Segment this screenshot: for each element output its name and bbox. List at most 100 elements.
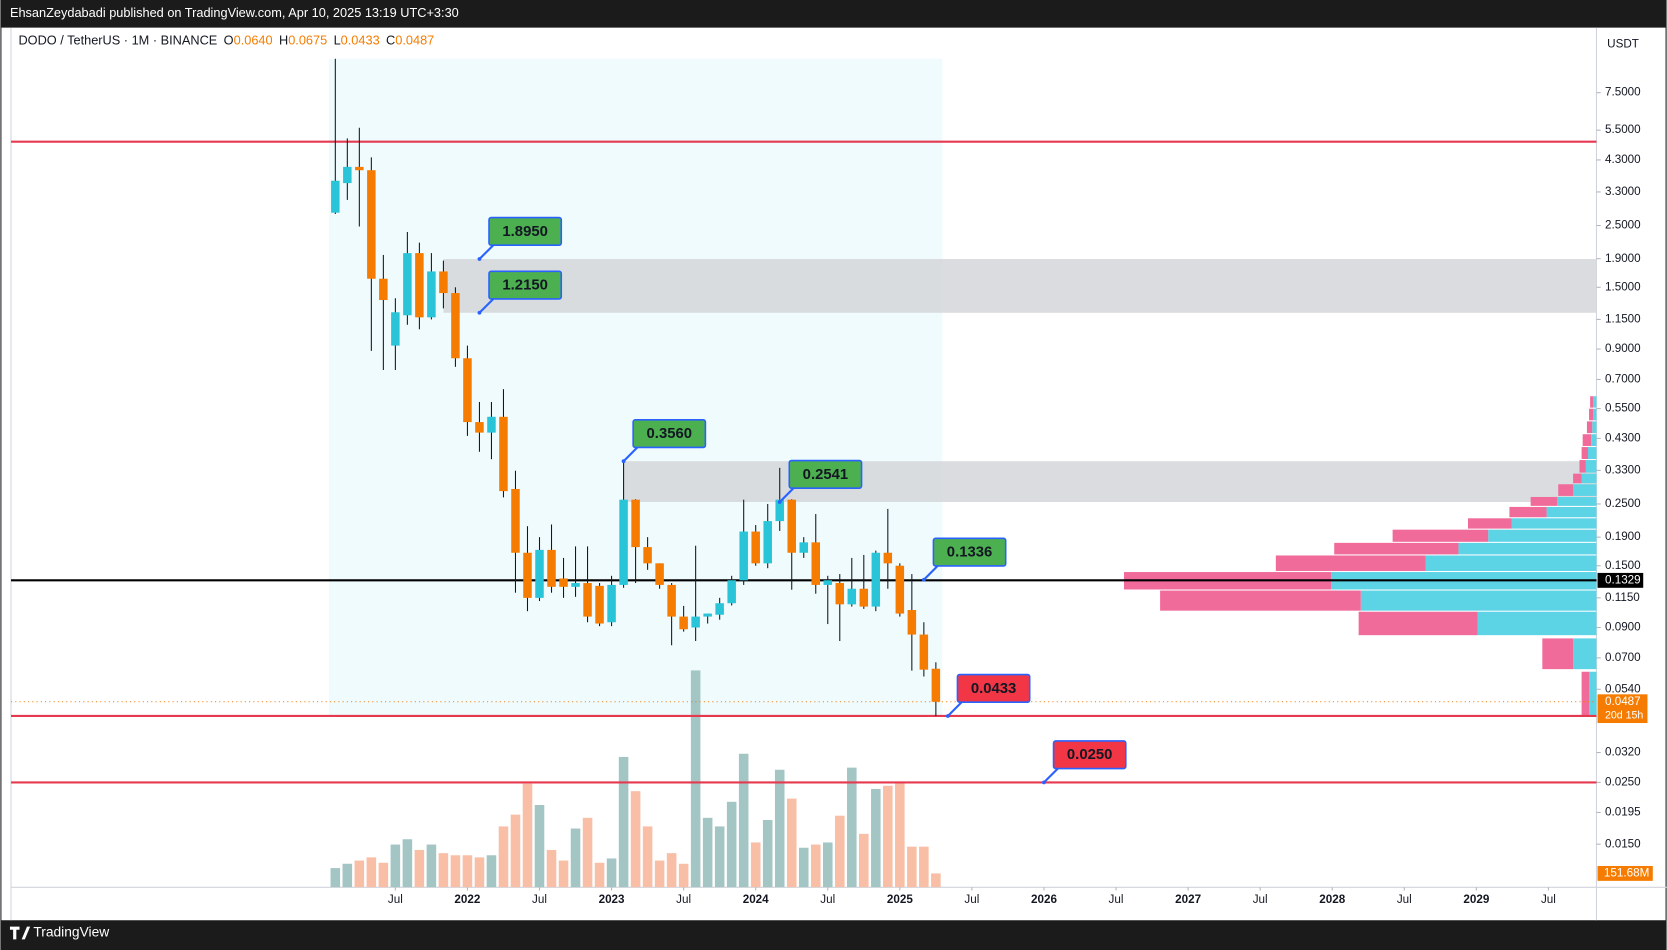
y-tick-label: 5.5000 [1605,123,1641,136]
x-tick-label: Jul [532,893,547,906]
volume-bar [847,767,857,888]
y-tick-label: 0.3300 [1605,463,1641,476]
volume-bar [402,839,413,888]
y-tick-label: 0.1150 [1605,591,1640,604]
volume-bar [678,863,689,888]
y-tick-label: 2.5000 [1605,219,1641,232]
profile-down [1589,408,1594,421]
y-tick-label: 0.9000 [1605,342,1641,355]
candle-body [751,531,760,564]
candle-body [775,499,784,522]
volume-bar [919,846,929,888]
callout-label: 0.1336 [947,545,992,561]
y-tick-label: 0.7000 [1605,373,1641,386]
callout-anchor [477,257,482,261]
y-tick-label: 1.5000 [1605,280,1641,293]
candle-body [643,547,652,564]
candle-body [427,271,436,318]
y-tick-label: 0.0150 [1605,837,1641,850]
y-tick-label: 1.9000 [1605,252,1641,265]
volume-bar [618,756,629,888]
callout-box [788,459,863,489]
candle-body [379,278,388,301]
candle-body [607,584,616,623]
volume-bar [822,842,833,888]
callout-pointer [478,244,495,260]
callout-anchor [477,310,482,315]
y-tick-label: 0.4300 [1605,431,1641,444]
volume-bar [522,783,533,888]
volume-bar [630,791,641,888]
callout-label: 1.2150 [502,278,547,294]
candle-body [715,603,724,615]
currency: USDT [1607,38,1639,51]
profile-down [1582,434,1592,446]
x-tick-label: Jul [1109,893,1124,906]
profile-up [1360,590,1597,611]
candle-body [475,422,484,433]
volume-bar [859,833,869,888]
profile-up [1458,542,1597,555]
plot-area: 1.8950 1.2150 0.3560 0.2541 0.1336 0.0433 0.02… [11,58,1597,888]
volume-bar [931,873,941,888]
profile-down [1573,473,1582,484]
volume-bar [714,826,725,888]
volume-bar [558,860,569,888]
volume-bar [798,847,809,888]
candle-body [679,616,688,630]
candle-body [367,170,376,279]
candle-body [511,488,520,553]
callout-anchor [921,577,926,582]
candle-body [355,166,364,171]
candle-body [691,616,700,628]
profile-up [1585,460,1597,473]
profile-up [1592,421,1597,434]
profile-down [1581,671,1590,716]
volume-bar [570,828,581,888]
candle-body [823,580,833,585]
x-tick-label: 2025 [887,893,913,906]
volume-bar [474,857,485,888]
profile-down [1358,611,1478,636]
candle-body [763,521,772,564]
profile-up [1546,506,1597,518]
volume-bar [462,855,473,888]
candle-body [463,358,472,423]
y-tick-label: 0.0250 [1605,775,1641,788]
callout-pointer [947,701,963,717]
callout-pointer [1043,767,1059,784]
candle-body [919,634,929,670]
candle-body [403,253,412,316]
callout-box [488,270,563,300]
brand: TradingView [33,924,109,940]
volume-bar [426,844,437,888]
profile-up [1511,518,1597,529]
candle-body [883,552,893,564]
candle-body [811,542,821,585]
y-tick-label: 0.0700 [1605,651,1641,664]
last-price-tag [1597,694,1648,724]
profile-up [1593,396,1597,408]
candle-body [895,565,905,614]
volume-bar [342,863,353,888]
candle-body [487,416,496,433]
volume-bar [378,862,389,888]
volume-bar [666,853,677,888]
x-tick-label: 2029 [1463,893,1489,906]
candle-body [343,166,352,184]
x-tick-label: Jul [964,893,979,906]
candle-body [835,583,845,605]
x-tick-label: Jul [820,893,835,906]
callout-anchor [945,714,950,718]
x-tick-label: 2023 [599,893,625,906]
profile-up [1573,484,1597,496]
callout-box [1052,740,1127,770]
callout-label: 0.2541 [803,467,848,483]
candle-body [907,610,917,635]
profile-up [1581,473,1597,484]
last-price-label: 0.0487 [1605,695,1641,708]
volume-bar [750,842,761,888]
candle-body [331,180,340,213]
profile-down [1590,396,1594,408]
